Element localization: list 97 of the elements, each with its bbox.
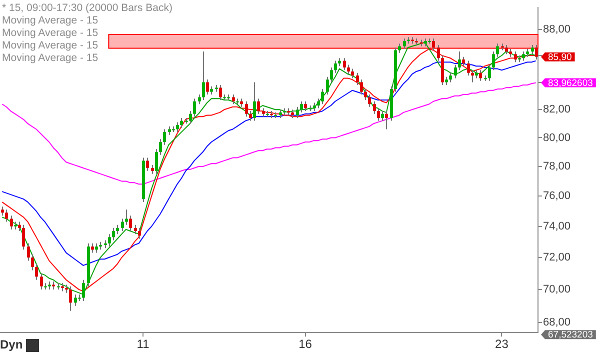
- candlestick: [27, 242, 30, 262]
- candlestick: [138, 227, 141, 240]
- text: Dyn: [0, 337, 23, 352]
- text: 85,90: [548, 52, 572, 63]
- text: 67,523203: [548, 330, 593, 341]
- candlestick: [356, 72, 359, 86]
- y-tick-label: 88,00: [543, 23, 571, 36]
- y-tick-label: 82,00: [543, 104, 571, 116]
- candlestick: [5, 209, 8, 222]
- candlestick: [343, 58, 346, 71]
- candlestick: [22, 224, 25, 250]
- candlestick: [69, 286, 72, 312]
- candlestick: [522, 51, 525, 62]
- candlestick: [449, 72, 452, 83]
- candlestick: [360, 79, 363, 95]
- candlestick: [535, 44, 538, 60]
- x-tick-label: 11: [136, 337, 150, 352]
- candlestick: [198, 94, 201, 105]
- candlestick: [326, 76, 329, 95]
- candlestick: [373, 100, 376, 114]
- candlestick: [245, 100, 248, 118]
- candlestick: [40, 272, 43, 290]
- candlestick: [206, 79, 209, 95]
- candlestick: [155, 148, 158, 174]
- candlestick: [257, 98, 260, 114]
- candlestick: [505, 44, 508, 55]
- candlestick: [385, 110, 388, 130]
- y-tick-label: 68,00: [543, 316, 571, 329]
- candlestick: [467, 60, 470, 76]
- candlestick: [112, 227, 115, 241]
- candlestick: [514, 51, 517, 63]
- candlestick: [249, 110, 252, 122]
- candlestick: [330, 66, 333, 83]
- candlestick: [121, 218, 124, 232]
- candlestick: [437, 44, 440, 62]
- annotation: Moving Average - 15: [2, 52, 98, 64]
- candlestick: [253, 82, 256, 122]
- candlestick: [232, 94, 235, 105]
- candlestick: [381, 110, 384, 122]
- candlestick: [31, 254, 34, 271]
- candlestick: [189, 110, 192, 124]
- candlestick: [82, 279, 85, 302]
- candlestick: [296, 106, 299, 119]
- candlestick: [321, 88, 324, 105]
- y-tick-label: 76,00: [543, 190, 571, 202]
- candlestick: [531, 44, 534, 55]
- y-tick-label: 70,00: [543, 284, 571, 296]
- candlestick: [163, 128, 166, 146]
- candlestick: [74, 294, 77, 306]
- candlestick: [1, 206, 4, 216]
- x-tick-label: 23: [495, 337, 509, 352]
- y-tick-label: 78,00: [543, 160, 571, 173]
- candlestick: [364, 88, 367, 100]
- candlestick: [471, 70, 474, 83]
- candlestick: [492, 51, 495, 71]
- candlestick: [488, 64, 491, 82]
- candlestick: [368, 94, 371, 108]
- candlestick: [108, 234, 111, 248]
- candlestick: [193, 98, 196, 118]
- candlestick: [377, 108, 380, 122]
- candlestick: [432, 38, 435, 51]
- candlestick: [496, 43, 499, 58]
- candlestick: [116, 224, 119, 235]
- candlestick: [317, 98, 320, 109]
- candlestick: [479, 70, 482, 82]
- chart-title: * 15, 09:00-17:30 (20000 Bars Back): [2, 2, 172, 14]
- candlestick: [18, 221, 21, 232]
- candlestick: [403, 38, 406, 50]
- y-tick-label: 72,00: [543, 252, 571, 264]
- candlestick: [347, 64, 350, 75]
- candlestick: [10, 215, 13, 230]
- candlestick: [334, 60, 337, 74]
- y-tick-label: 80,00: [543, 132, 571, 144]
- candlestick: [462, 56, 465, 67]
- candlestick: [95, 242, 98, 254]
- candlestick: [458, 51, 461, 71]
- y-tick-label: 74,00: [543, 220, 571, 232]
- candlestick: [219, 84, 222, 100]
- annotation: Moving Average - 15: [2, 26, 98, 39]
- candlestick: [180, 118, 183, 128]
- text: 83,962603: [548, 78, 593, 89]
- candlestick: [454, 64, 457, 79]
- annotation: Moving Average - 15: [2, 39, 98, 52]
- candlestick: [300, 100, 303, 113]
- x-tick-label: 16: [298, 337, 312, 352]
- candlestick: [146, 157, 149, 172]
- candlestick: [91, 242, 94, 254]
- candlestick: [134, 224, 137, 235]
- candlestick: [129, 215, 132, 232]
- candlestick: [304, 100, 307, 112]
- candlestick: [159, 138, 162, 156]
- candlestick: [35, 263, 38, 280]
- candlestick: [351, 68, 354, 79]
- annotation: Moving Average - 15: [2, 14, 98, 26]
- candlestick: [176, 122, 179, 133]
- candlestick: [125, 209, 128, 226]
- candlestick: [202, 51, 205, 100]
